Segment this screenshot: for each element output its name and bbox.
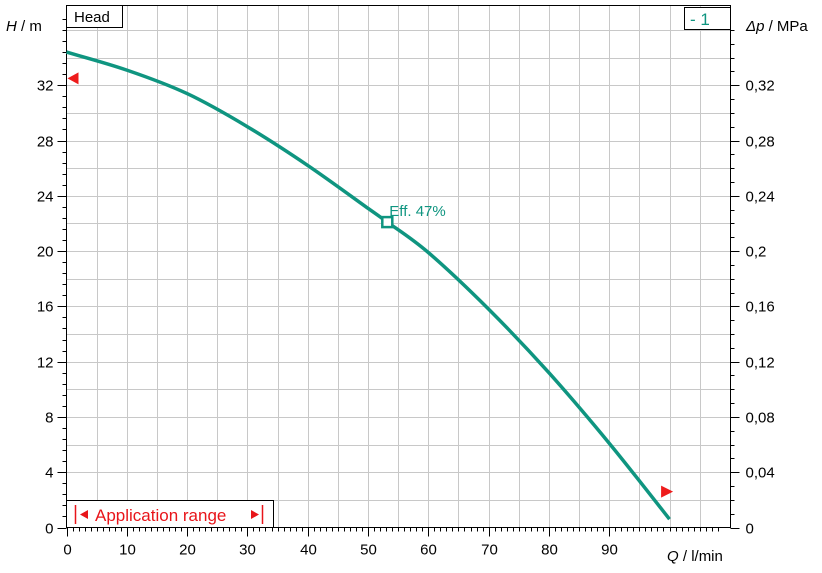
y2-tick-label: 0,28 xyxy=(746,134,775,151)
y-tick-label: 12 xyxy=(37,355,54,372)
y2-tick-label: 0,12 xyxy=(746,355,775,372)
x-tick-label: 20 xyxy=(179,542,196,559)
y2-tick-label: 0 xyxy=(746,521,754,538)
efficiency-label: Eff. 47% xyxy=(389,203,445,220)
curve-label-box xyxy=(684,7,731,30)
x-tick-label: 50 xyxy=(360,542,377,559)
y2-tick-label: 0,08 xyxy=(746,410,775,427)
y-axis-title: H / m xyxy=(6,18,42,35)
y2-tick-label: 0,04 xyxy=(746,465,775,482)
y-tick-label: 32 xyxy=(37,78,54,95)
plot-frame xyxy=(66,5,731,528)
range-left-arrow-icon xyxy=(80,510,88,519)
y-tick-label: 8 xyxy=(45,410,53,427)
tick-labels: 0 4 8 12 16 20 24 28 32 0 0,04 0,08 0,12 0,16 0,2 0,24 0… xyxy=(37,78,775,559)
x-axis-title: Q / l/min xyxy=(667,548,723,565)
application-range-indicator xyxy=(74,505,264,524)
y2-tick-label: 0,24 xyxy=(746,189,775,206)
y-tick-label: 28 xyxy=(37,134,54,151)
range-right-arrow-icon xyxy=(251,510,259,519)
y2-tick-label: 0,16 xyxy=(746,299,775,316)
y2-tick-label: 0,32 xyxy=(746,78,775,95)
y2-axis-title: Δp / MPa xyxy=(745,18,808,35)
y-tick-label: 16 xyxy=(37,299,54,316)
y-tick-label: 20 xyxy=(37,244,54,261)
axis-ticks xyxy=(57,85,740,537)
y2-tick-label: 0,2 xyxy=(746,244,767,261)
x-tick-label: 10 xyxy=(119,542,136,559)
range-end-triangle-icon xyxy=(661,485,674,498)
application-range-label: Application range xyxy=(95,506,226,525)
x-tick-label: 30 xyxy=(239,542,256,559)
y-tick-label: 24 xyxy=(37,189,54,206)
application-range-box xyxy=(66,500,274,528)
curve-label: - 1 xyxy=(690,10,710,29)
efficiency-point-marker xyxy=(381,215,394,229)
x-tick-label: 80 xyxy=(541,542,558,559)
x-tick-label: 0 xyxy=(63,542,71,559)
x-tick-label: 70 xyxy=(481,542,498,559)
chart-title-box xyxy=(66,5,123,28)
grid-lines xyxy=(66,5,731,528)
range-start-triangle-icon xyxy=(67,72,79,85)
x-tick-label: 40 xyxy=(300,542,317,559)
chart-title: Head xyxy=(74,9,110,26)
x-tick-label: 90 xyxy=(601,542,618,559)
y-tick-label: 0 xyxy=(45,521,53,538)
y-tick-label: 4 xyxy=(45,465,53,482)
x-tick-label: 60 xyxy=(420,542,437,559)
